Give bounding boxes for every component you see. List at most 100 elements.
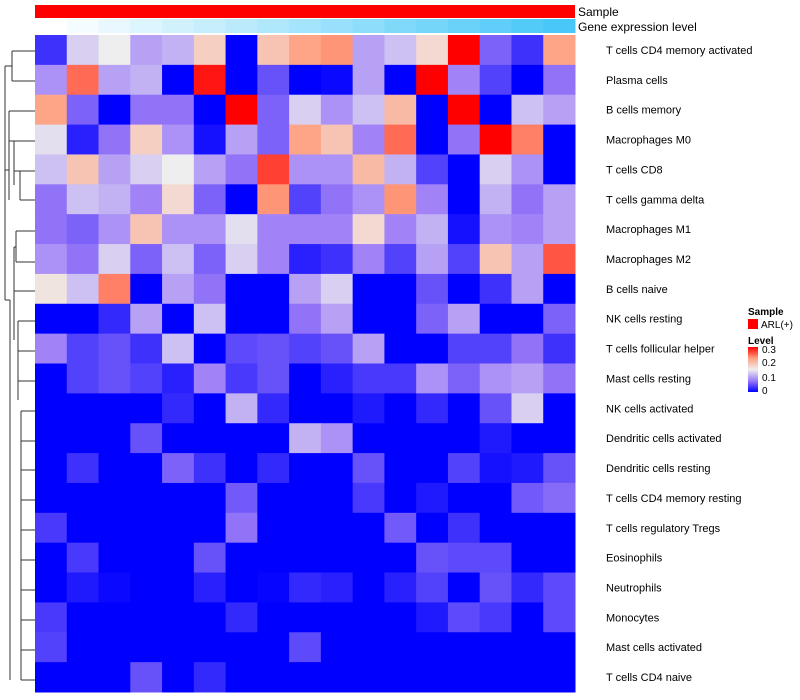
heatmap-cell <box>543 393 576 424</box>
heatmap-cell <box>352 602 385 633</box>
row-label: T cells follicular helper <box>606 344 715 356</box>
gene-expression-annotation-cell <box>289 19 322 33</box>
heatmap-cell <box>543 244 576 275</box>
legend: Sample ARL(+) Level 0.3 0.2 0.1 0 <box>748 307 793 397</box>
heatmap-cell <box>98 423 131 454</box>
heatmap-cell <box>289 542 322 574</box>
heatmap-cell <box>416 393 449 424</box>
heatmap-cell <box>352 662 385 693</box>
heatmap-cell <box>511 184 544 215</box>
heatmap-cell <box>225 184 258 215</box>
heatmap-cell <box>98 154 131 185</box>
heatmap-cell <box>289 393 322 424</box>
heatmap-cell <box>193 333 227 364</box>
heatmap-cell <box>543 94 576 126</box>
heatmap-cell <box>289 303 322 335</box>
heatmap-cell <box>162 64 195 96</box>
heatmap-cell <box>130 64 163 96</box>
heatmap-cell <box>384 214 417 245</box>
heatmap-cell <box>543 333 576 364</box>
heatmap-cell <box>162 94 195 126</box>
heatmap-cell <box>193 512 227 544</box>
heatmap-cell <box>130 512 163 544</box>
heatmap-cell <box>225 393 258 424</box>
heatmap-cell <box>66 453 100 484</box>
heatmap-cell <box>352 453 385 484</box>
heatmap-cell <box>257 244 290 275</box>
heatmap-cell <box>352 184 385 215</box>
heatmap-cell <box>225 35 258 66</box>
heatmap-cell <box>447 393 481 424</box>
gene-expression-annotation-cell <box>225 19 258 33</box>
heatmap-cell <box>384 64 417 96</box>
heatmap-cell <box>352 94 385 126</box>
heatmap-cell <box>543 423 576 454</box>
heatmap-cell <box>130 214 163 245</box>
heatmap-cell <box>289 602 322 633</box>
heatmap-cell <box>320 662 354 693</box>
heatmap-cell <box>130 393 163 424</box>
heatmap-cell <box>543 453 576 484</box>
heatmap-cell <box>352 244 385 275</box>
heatmap-cell <box>162 632 195 663</box>
heatmap-cell <box>98 572 131 603</box>
heatmap-cell <box>225 542 258 574</box>
heatmap-cell <box>66 333 100 364</box>
heatmap-cell <box>98 512 131 544</box>
heatmap-cell <box>511 94 544 126</box>
heatmap-cell <box>416 273 449 305</box>
heatmap-cell <box>66 542 100 574</box>
heatmap-cell <box>193 423 227 454</box>
heatmap-cell <box>98 542 131 574</box>
heatmap-cell <box>416 572 449 603</box>
heatmap-cell <box>66 124 100 155</box>
heatmap-cell <box>162 303 195 335</box>
row-label: NK cells resting <box>606 314 682 326</box>
heatmap-cell <box>289 184 322 215</box>
row-labels: T cells CD4 memory activated Plasma cells… <box>606 45 753 684</box>
heatmap-cell <box>320 154 354 185</box>
heatmap-cell <box>352 273 385 305</box>
heatmap-cell <box>35 453 68 484</box>
heatmap-cell <box>193 35 227 66</box>
heatmap-cell <box>225 64 258 96</box>
heatmap-cell <box>479 662 512 693</box>
heatmap-cell <box>98 662 131 693</box>
heatmap-cell <box>66 214 100 245</box>
heatmap-cell <box>447 184 481 215</box>
heatmap-cell <box>98 632 131 663</box>
heatmap-cell <box>416 214 449 245</box>
heatmap-cell <box>352 333 385 364</box>
heatmap-cell <box>130 333 163 364</box>
heatmap-cell <box>257 214 290 245</box>
heatmap-cell <box>543 35 576 66</box>
gene-expression-annotation-cell <box>257 19 290 33</box>
heatmap-cell <box>352 214 385 245</box>
gene-expression-annotation-cell <box>193 19 227 33</box>
heatmap-cell <box>447 64 481 96</box>
heatmap-cell <box>162 363 195 394</box>
heatmap-cell <box>66 482 100 514</box>
heatmap-cell <box>320 572 354 603</box>
sample-annotation-label: Sample <box>578 5 619 19</box>
heatmap-cell <box>479 273 512 305</box>
heatmap-cell <box>162 35 195 66</box>
heatmap-cell <box>447 542 481 574</box>
heatmap-cell <box>352 423 385 454</box>
heatmap-cell <box>447 602 481 633</box>
heatmap-cell <box>320 393 354 424</box>
heatmap-cell <box>384 632 417 663</box>
heatmap-cell <box>447 124 481 155</box>
heatmap-cell <box>193 542 227 574</box>
heatmap-cell <box>416 542 449 574</box>
heatmap-cell <box>479 333 512 364</box>
row-label: Macrophages M2 <box>606 254 691 266</box>
heatmap-cell <box>447 154 481 185</box>
heatmap-cell <box>320 512 354 544</box>
heatmap-cell <box>35 393 68 424</box>
heatmap-cell <box>257 423 290 454</box>
heatmap-cell <box>289 154 322 185</box>
heatmap-cell <box>543 512 576 544</box>
heatmap-cell <box>66 662 100 693</box>
row-label: Macrophages M1 <box>606 224 691 236</box>
